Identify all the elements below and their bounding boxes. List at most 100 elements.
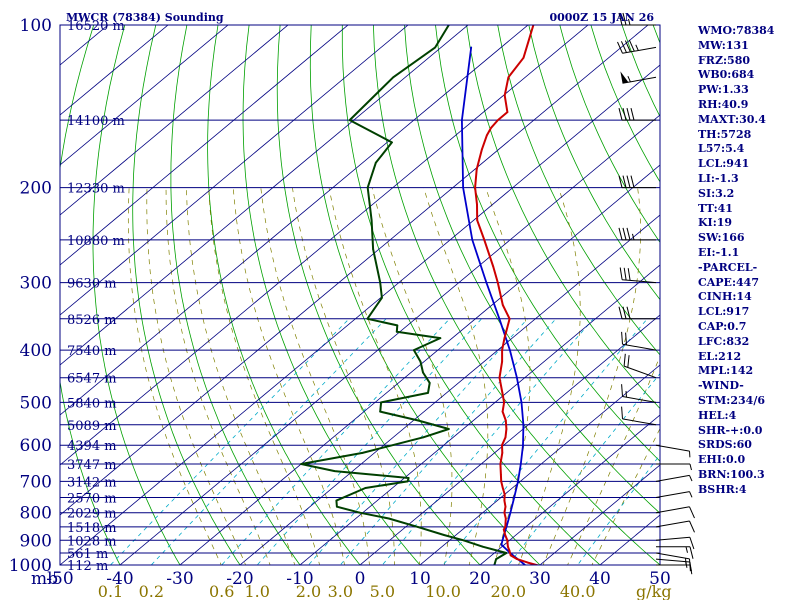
dry-adiabat-line (92, 25, 181, 565)
wind-barb-staff (622, 343, 657, 351)
dry-adiabat-line (528, 25, 660, 301)
pressure-tick-label: 500 (20, 393, 52, 413)
wind-barb-staff (623, 365, 657, 379)
index-item: TH:5728 (698, 127, 752, 141)
dewpoint-profile-point (443, 534, 445, 536)
parcel-profile-point (462, 186, 464, 189)
wind-barb-full (627, 268, 631, 281)
index-item: MW:131 (698, 38, 749, 52)
pressure-tick-label: 1000 (9, 556, 52, 576)
temperature-tick-label: 20 (469, 569, 491, 589)
temperature-profile-point (509, 554, 512, 557)
isotherm-line (539, 464, 660, 565)
temperature-profile-point (502, 528, 505, 531)
index-item: L57:5.4 (698, 142, 745, 156)
moist-adiabat-line (371, 187, 453, 565)
index-item: PW:1.33 (698, 83, 749, 97)
parcel-profile-point (517, 480, 519, 483)
wind-barb (655, 552, 691, 572)
wind-barb (621, 384, 657, 403)
temperature-tick-label: 50 (649, 569, 671, 589)
dry-adiabat-line (242, 25, 421, 565)
dry-adiabat-line (132, 25, 241, 565)
height-label: 5089 m (67, 419, 117, 434)
index-item: FRZ:580 (698, 53, 751, 67)
temperature-profile-point (501, 410, 504, 413)
temperature-tick-label: 10 (409, 569, 431, 589)
dewpoint-profile-point (387, 517, 390, 520)
wind-barb-full (617, 41, 623, 54)
isotherm-line (479, 414, 660, 565)
pressure-unit-label: mb (31, 569, 58, 589)
index-item: SRDS:60 (698, 438, 752, 452)
dewpoint-profile-point (447, 428, 450, 430)
moist-adiabat-line (146, 187, 246, 565)
height-label: 3747 m (67, 458, 117, 473)
temperature-profile-point (501, 349, 503, 351)
temperature-profile-point (501, 452, 504, 454)
mixing-ratio-tick-label: 20.0 (490, 582, 526, 600)
temperature-tick-label: -50 (46, 569, 73, 589)
temperature-profile-point (504, 505, 507, 508)
moist-adiabat-line (260, 187, 370, 565)
moist-adiabat-line (567, 355, 660, 565)
temperature-profile-point (504, 419, 507, 422)
parcel-profile (460, 46, 526, 565)
moist-adiabat-line (127, 187, 222, 565)
wind-barb (618, 306, 656, 320)
dewpoint-profile-point (481, 545, 484, 548)
mixing-ratio-line (381, 318, 594, 565)
isotherm-line (60, 25, 169, 116)
temperature-profile-point (500, 473, 502, 476)
temperature-profile-point (507, 545, 509, 548)
index-item: BRN:100.3 (698, 467, 765, 481)
dry-adiabat-line (466, 25, 660, 410)
wind-barb (655, 474, 693, 482)
temperature-profile-point (500, 480, 503, 483)
temperature-profile-point (507, 76, 510, 79)
wind-barb (655, 536, 695, 550)
pressure-tick-label: 800 (20, 504, 52, 524)
temperature-profile-point (504, 534, 507, 536)
moist-adiabat-line (292, 187, 395, 565)
temperature-profile-point (476, 219, 479, 222)
dewpoint-profile-point (427, 392, 429, 394)
wind-barb (619, 267, 657, 284)
temperature-tick-label: -20 (226, 569, 253, 589)
wind-barb-staff (655, 520, 690, 528)
index-item: -PARCEL- (698, 260, 758, 274)
wind-barb-full (622, 227, 627, 241)
pressure-tick-label: 100 (20, 16, 52, 36)
dewpoint-profile-point (417, 419, 420, 422)
isotherm-line (60, 25, 229, 166)
dewpoint-profile-point (348, 119, 351, 121)
dewpoint-profile-point (366, 317, 369, 320)
wind-barb-full (618, 12, 623, 26)
wind-barb (623, 353, 657, 379)
index-item: EL:212 (698, 349, 742, 363)
index-item: RH:40.9 (698, 97, 749, 111)
temperature-profile-point (483, 239, 486, 241)
dewpoint-profile-line (300, 25, 508, 565)
index-item: LI:-1.3 (698, 171, 739, 185)
wind-barb-pennant (620, 71, 629, 84)
dewpoint-profile-point (422, 436, 425, 439)
wind-barb-full (622, 306, 627, 319)
temperature-profile-point (503, 511, 506, 514)
isotherm-line (60, 64, 660, 565)
dewpoint-profile-point (364, 487, 367, 489)
mixing-ratio-line (577, 454, 660, 565)
isotherm-line (60, 25, 529, 416)
pressure-tick-label: 900 (20, 531, 52, 551)
wind-barb-half (685, 558, 687, 565)
parcel-profile-point (520, 401, 523, 404)
wind-barb-full (622, 175, 627, 188)
height-label: 6547 m (67, 372, 117, 387)
dewpoint-profile-point (462, 539, 465, 542)
parcel-profile-point (501, 539, 504, 542)
wind-barb-full (689, 520, 695, 533)
temperature-profile-point (481, 148, 483, 151)
height-label: 1028 m (67, 534, 117, 549)
wind-barb-half (685, 546, 688, 553)
